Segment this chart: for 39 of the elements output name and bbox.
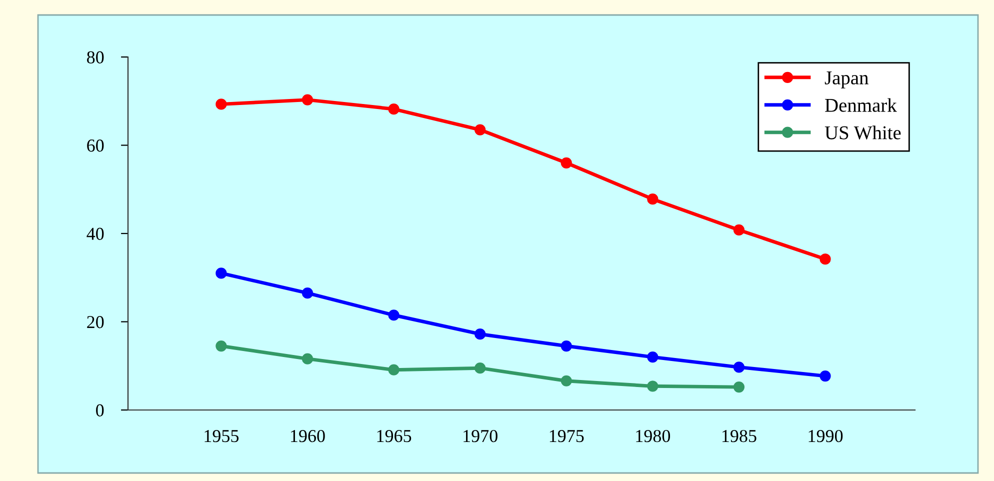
point: [216, 268, 227, 279]
point: [474, 124, 486, 136]
x-tick-label: 1980: [636, 430, 670, 442]
x-tick-label: 1955: [204, 430, 239, 442]
y-tick-label: 0: [96, 404, 104, 416]
point: [733, 382, 745, 393]
y-tick-label: 80: [87, 51, 104, 64]
point: [647, 351, 658, 363]
point: [560, 375, 572, 386]
point: [216, 98, 227, 110]
legend-label: US White: [824, 126, 901, 140]
point: [560, 340, 572, 352]
point: [388, 104, 400, 115]
x-tick-label: 1970: [464, 430, 498, 442]
point: [388, 310, 400, 321]
point: [216, 340, 227, 352]
point: [388, 364, 400, 376]
point: [647, 380, 658, 392]
legend-label: Denmark: [825, 98, 897, 112]
point: [560, 157, 572, 168]
y-tick-label: 40: [86, 228, 104, 240]
x-tick-label: 1960: [291, 430, 325, 442]
point: [302, 94, 314, 106]
point: [647, 194, 658, 205]
legend-label: Japan: [824, 71, 868, 88]
x-tick-label: 1965: [377, 430, 412, 442]
x-tick-label: 1985: [722, 430, 756, 442]
point: [474, 362, 486, 374]
point: [302, 353, 314, 364]
point: [820, 370, 831, 382]
x-tick-label: 1990: [808, 430, 843, 442]
x-tick-label: 1975: [550, 430, 584, 442]
point: [733, 224, 745, 236]
point: [820, 254, 831, 265]
point: [474, 328, 486, 340]
point: [733, 362, 745, 373]
point: [302, 288, 314, 299]
y-tick-label: 60: [87, 140, 104, 152]
y-tick-label: 20: [87, 316, 104, 328]
